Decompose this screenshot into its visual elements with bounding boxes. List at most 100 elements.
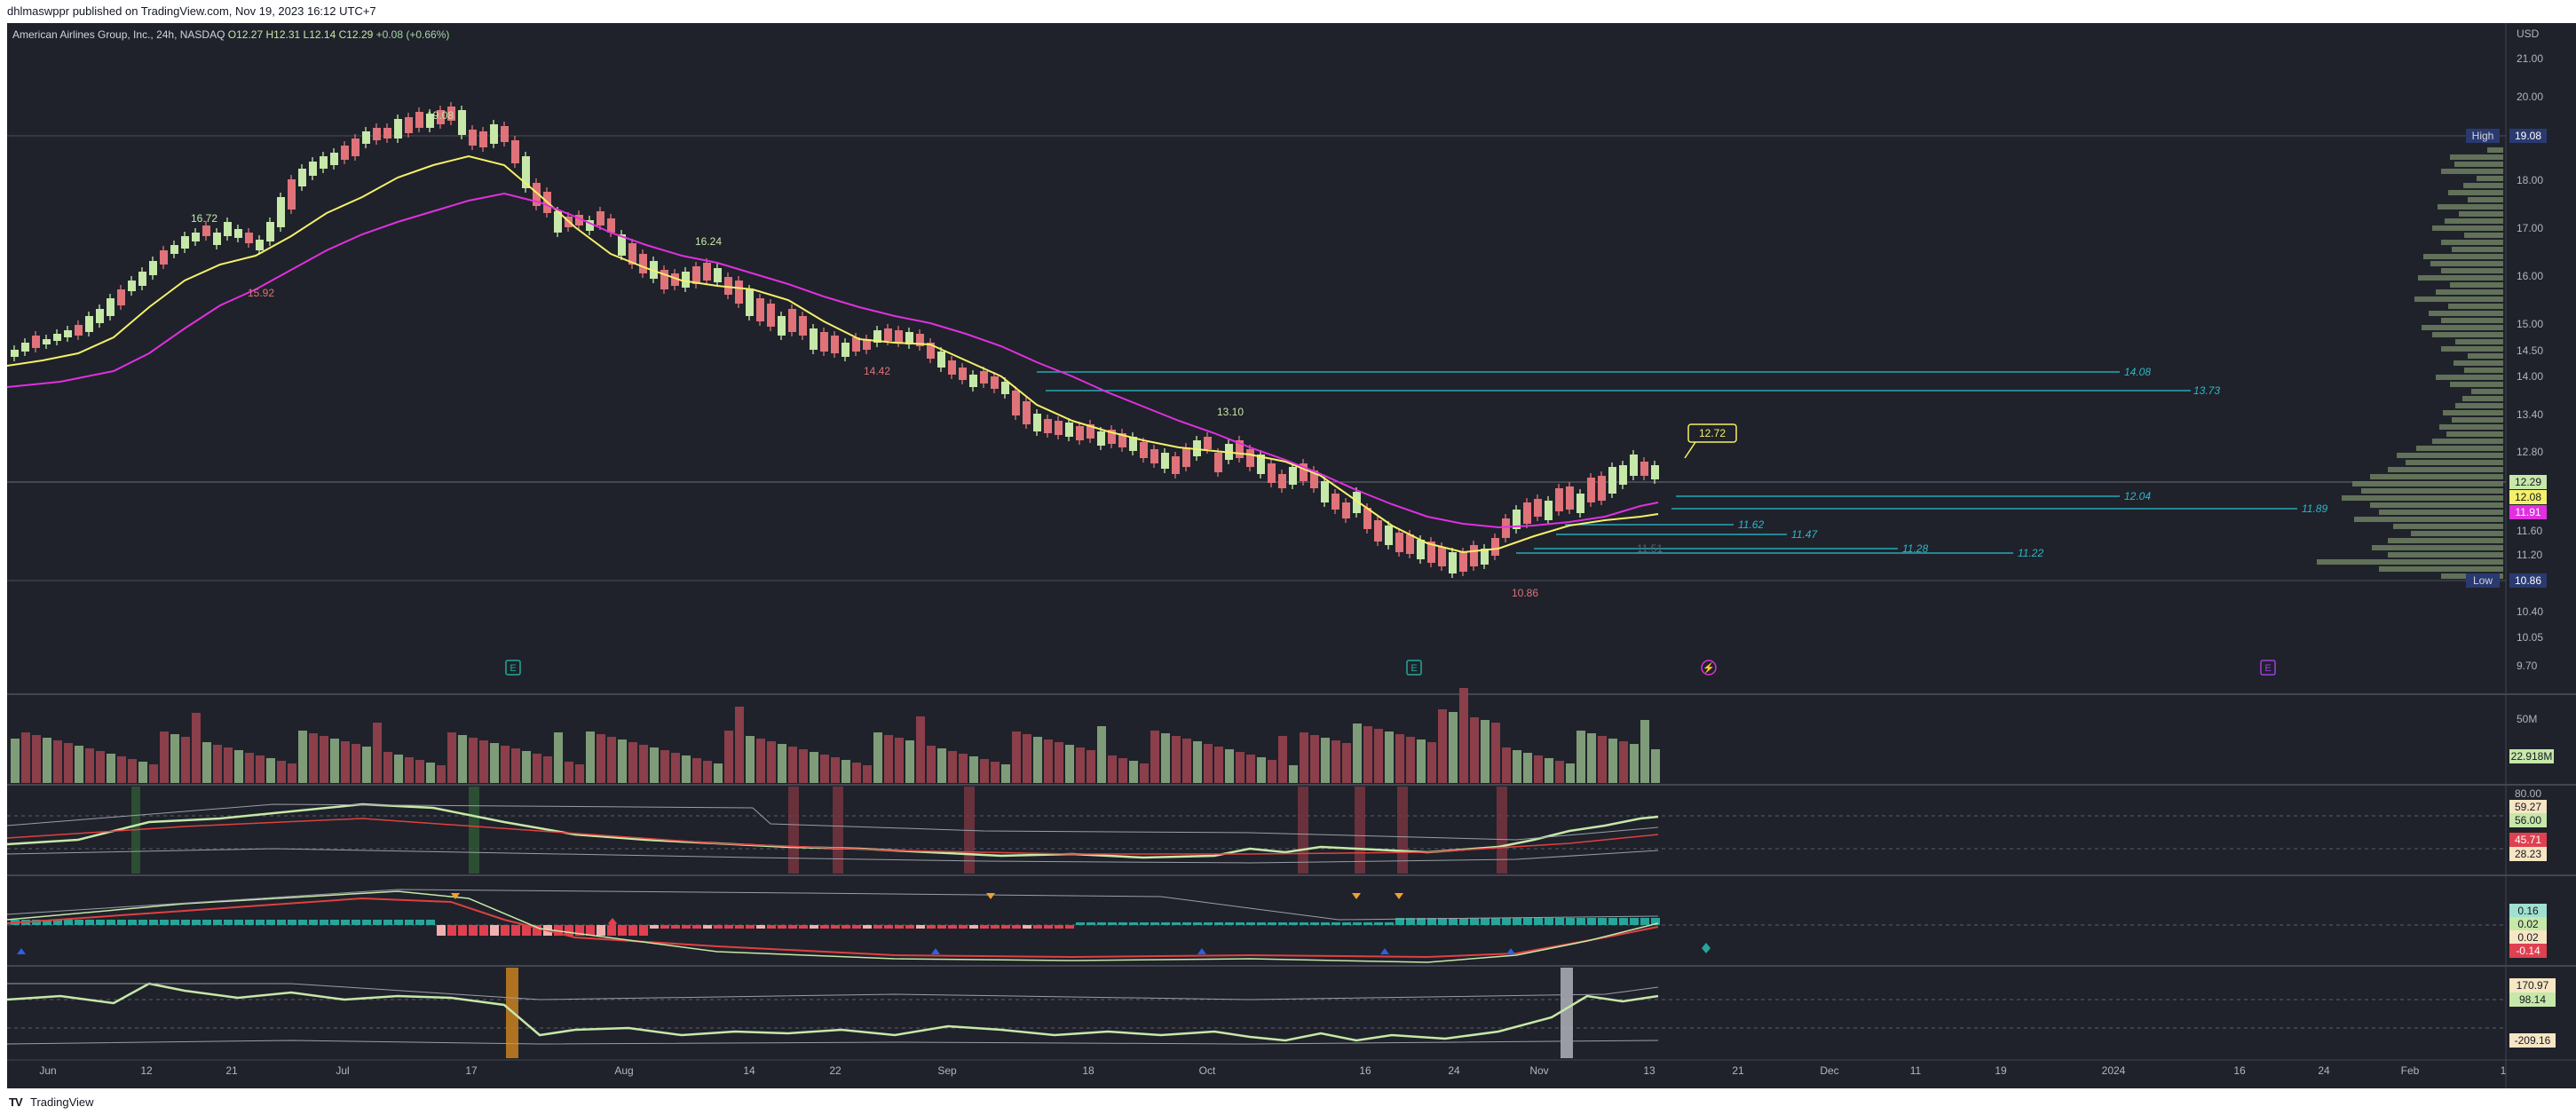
pane2-badge: -0.14 <box>2516 945 2540 957</box>
pane2-badge-bg <box>2509 944 2547 958</box>
pane2-diamond-marker <box>608 918 617 929</box>
volume-bar <box>192 713 201 783</box>
volume-profile-bar <box>2439 424 2503 430</box>
swing-high-1-annotation: 16.72 <box>191 212 217 225</box>
volume-bar <box>1161 733 1170 783</box>
candle-body <box>788 309 796 332</box>
pane2-histogram-bar <box>1555 918 1564 925</box>
pane2-histogram-bar <box>1459 918 1468 925</box>
time-axis-label: Aug <box>614 1064 633 1077</box>
chart-area[interactable]: 21.00 20.00 18.00 17.00 16.00 15.00 14.50 14.00… <box>7 23 2576 1088</box>
candle-body <box>11 350 19 357</box>
candle-body <box>415 112 423 128</box>
ema-slow-line <box>7 192 1659 529</box>
swing-high-3-annotation: 13.10 <box>1217 406 1244 418</box>
time-axis-label: 16 <box>2233 1064 2246 1077</box>
price-tick-label: 18.00 <box>2517 174 2543 186</box>
volume-bar <box>128 759 137 783</box>
volume-profile-bar <box>2388 552 2503 558</box>
volume-profile-bar <box>2416 446 2503 451</box>
chart-canvas[interactable]: 21.00 20.00 18.00 17.00 16.00 15.00 14.50 14.00… <box>7 23 2576 1088</box>
volume-bar <box>873 732 882 783</box>
tradingview-logo-icon[interactable]: TV <box>9 1095 23 1109</box>
candle-body <box>1374 520 1382 542</box>
candle-body <box>21 343 29 352</box>
volume-profile-bar <box>2342 495 2503 501</box>
candle-body <box>1214 453 1222 472</box>
candle-body <box>948 360 956 375</box>
candle-body <box>1630 455 1638 476</box>
volume-bar <box>1044 739 1053 783</box>
volume-bar <box>522 751 531 783</box>
volume-bar <box>117 756 126 783</box>
pane2-histogram-bar <box>1630 918 1639 925</box>
pane2-histogram-bar <box>1044 925 1053 929</box>
bottom-annotation: 10.86 <box>1512 587 1538 599</box>
candle-body <box>1044 419 1052 433</box>
volume-bar <box>1193 741 1202 783</box>
pane2-histogram-bar <box>873 925 882 929</box>
pane2-histogram-bar <box>1491 918 1500 925</box>
candle-body <box>1587 478 1595 502</box>
event-marker <box>2260 660 2276 676</box>
volume-bar <box>1619 741 1628 783</box>
volume-bar <box>948 751 957 783</box>
volume-profile-bar <box>2432 225 2503 231</box>
volume-bar <box>1449 712 1458 783</box>
candle-body <box>1459 552 1467 572</box>
candle-body <box>1246 449 1254 467</box>
candle-body <box>1161 453 1169 469</box>
pane2-histogram-bar <box>1481 918 1489 925</box>
volume-badge-bg <box>2509 749 2554 763</box>
volume-bar <box>256 755 265 783</box>
price-tick-label: 11.20 <box>2517 549 2542 561</box>
pane2-histogram-bar <box>618 925 627 936</box>
volume-bar <box>895 738 904 783</box>
volume-profile-bar <box>2446 431 2503 437</box>
volume-profile-bar <box>2462 396 2503 401</box>
volume-bar <box>831 757 840 783</box>
published-header: dhlmaswppr published on TradingView.com,… <box>0 0 2576 23</box>
pane2-histogram-bar <box>799 925 808 929</box>
pane2-histogram-bar <box>863 925 872 929</box>
level-label: 11.89 <box>2302 502 2327 515</box>
price-tick-label: 15.00 <box>2517 318 2543 330</box>
pane2-histogram-bar <box>1065 925 1074 929</box>
time-axis-label: 1 <box>2501 1064 2507 1077</box>
volume-bar <box>245 753 254 783</box>
volume-bar <box>1257 757 1266 783</box>
pane2-histogram-bar <box>202 920 211 925</box>
candle-body <box>469 130 477 146</box>
pane1-badge-bg <box>2509 813 2547 827</box>
volume-bar <box>1331 740 1340 783</box>
volume-bar <box>213 745 222 783</box>
pane1-badge: 80.00 <box>2515 787 2541 800</box>
price-tick-label: 16.00 <box>2517 270 2543 282</box>
pane2-histogram-bar <box>1363 922 1372 925</box>
pane2-histogram-bar <box>1225 922 1234 925</box>
candle-body <box>1534 499 1542 517</box>
volume-bar <box>1023 734 1031 783</box>
volume-bar <box>1236 752 1245 783</box>
pane2-histogram-bar <box>1129 922 1138 925</box>
candle-body <box>852 337 860 352</box>
candle-body <box>266 222 274 241</box>
volume-bar <box>639 745 648 783</box>
volume-bar <box>362 747 371 783</box>
candle-body <box>1385 526 1393 545</box>
published-text: dhlmaswppr published on TradingView.com,… <box>7 4 376 18</box>
candle-body <box>479 131 487 147</box>
candle-body <box>256 240 264 250</box>
volume-bar <box>64 743 73 783</box>
candle-body <box>405 117 413 133</box>
candle-body <box>501 126 509 142</box>
pane2-histogram-bar <box>1246 922 1255 925</box>
candle-body <box>1545 501 1553 520</box>
candle-body <box>383 128 391 138</box>
pane2-histogram-bar <box>597 925 605 936</box>
candle-body <box>1193 440 1201 456</box>
volume-bar <box>383 752 392 783</box>
volume-bar <box>394 755 403 783</box>
pane2-histogram-bar <box>107 920 115 925</box>
volume-bar <box>682 755 691 783</box>
